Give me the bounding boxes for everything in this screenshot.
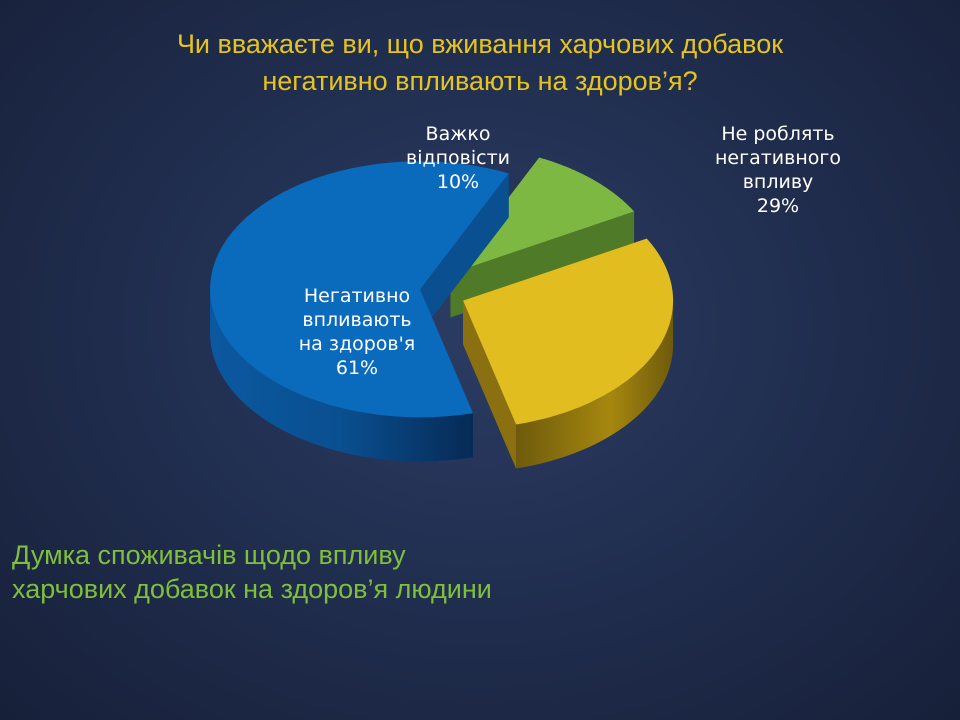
pie-slice-top — [463, 238, 674, 425]
pie-slice-2 — [463, 238, 674, 469]
pie-slice-side — [210, 289, 473, 462]
slice-label-line: Негативно — [304, 285, 410, 307]
slice-label-line: впливають — [302, 309, 411, 331]
pie-slice-top — [210, 161, 509, 418]
slice-label-line: на здоров'я — [299, 333, 416, 355]
pie-slice-top — [450, 157, 635, 274]
slice-label-line: відповісти — [406, 147, 510, 169]
chart-title-line-2: негативно впливають на здоров’я? — [262, 66, 698, 96]
slice-label-line: Важко — [426, 123, 491, 145]
caption-line-2: харчових добавок на здоров’я людини — [12, 574, 492, 604]
slice-label-1: Важко відповісти 10% — [406, 123, 510, 193]
slice-label-line: 29% — [757, 195, 799, 217]
slice-label-2: Не роблять негативного впливу 29% — [715, 123, 841, 217]
slice-label-line: 61% — [336, 357, 378, 379]
chart-title: Чи вважаєте ви, що вживання харчових доб… — [40, 26, 920, 100]
pie-slice-side — [516, 300, 674, 469]
pie-slice-wall-end — [420, 173, 509, 334]
slice-label-line: Не роблять — [721, 123, 834, 145]
slice-label-line: негативного — [715, 147, 841, 169]
slice-label-line: 10% — [437, 171, 479, 193]
pie-slice-3 — [210, 161, 509, 462]
pie-slice-wall-end — [463, 300, 517, 469]
slice-label-3: Негативно впливають на здоров'я 61% — [299, 285, 416, 379]
chart-title-line-1: Чи вважаєте ви, що вживання харчових доб… — [176, 29, 784, 59]
slice-label-line: впливу — [743, 171, 814, 193]
caption-line-1: Думка споживачів щодо впливу — [12, 540, 406, 570]
caption: Думка споживачів щодо впливу харчових до… — [12, 538, 912, 606]
